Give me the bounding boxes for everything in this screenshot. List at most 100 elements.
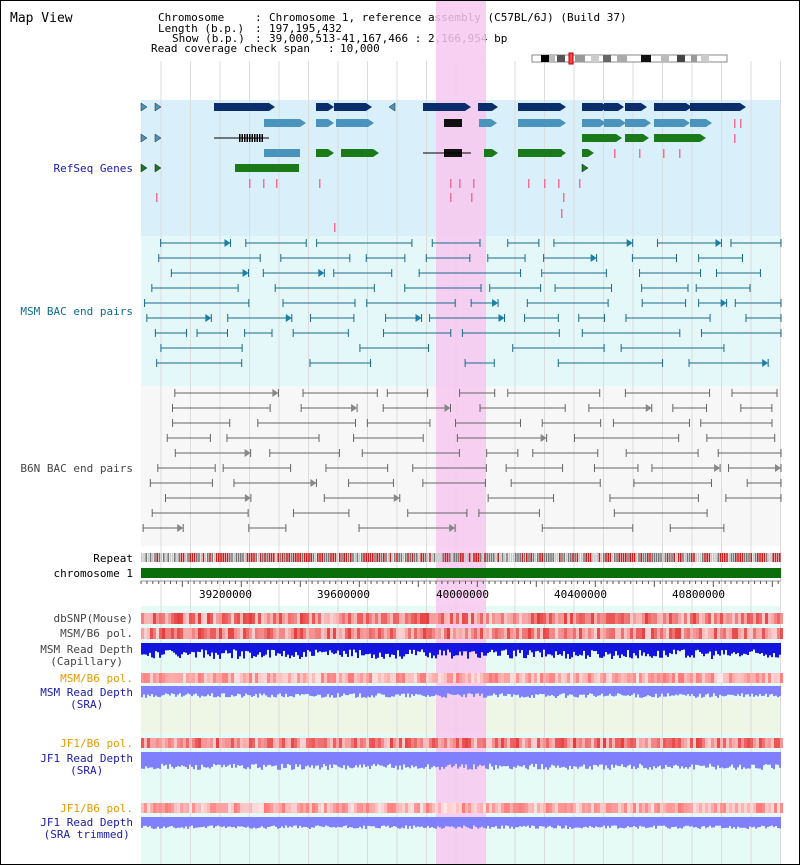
polymorphism-cell xyxy=(309,613,312,624)
repeat-mark xyxy=(636,553,638,562)
repeat-mark xyxy=(622,553,625,562)
depth-bar xyxy=(609,817,611,828)
depth-bar xyxy=(697,817,699,829)
polymorphism-cell xyxy=(231,673,234,683)
repeat-mark xyxy=(321,553,323,562)
depth-bar xyxy=(621,643,623,655)
polymorphism-cell xyxy=(387,613,390,624)
depth-bar xyxy=(589,817,591,827)
polymorphism-cell xyxy=(312,738,315,748)
polymorphism-cell xyxy=(660,628,663,639)
msm-bac-label[interactable]: MSM BAC end pairs xyxy=(20,305,133,318)
depth-bar xyxy=(411,686,413,695)
depth-bar xyxy=(735,752,737,770)
depth-bar xyxy=(701,686,703,698)
polymorphism-cell xyxy=(735,673,738,683)
polymorphism-cell xyxy=(168,613,171,624)
repeat-mark xyxy=(691,553,693,562)
polymorphism-cell xyxy=(408,738,411,748)
depth-bar xyxy=(163,643,165,655)
polymorphism-cell xyxy=(174,613,177,624)
polymorphism-cell xyxy=(558,628,561,639)
depth-bar xyxy=(267,643,269,650)
polymorphism-cell xyxy=(141,613,144,624)
repeat-mark xyxy=(537,553,539,562)
polymorphism-cell xyxy=(192,803,195,813)
gene-arrow xyxy=(269,103,275,111)
repeat-mark xyxy=(477,553,480,562)
repeat-mark xyxy=(592,553,594,562)
length-key: Length (b.p.) xyxy=(158,22,245,35)
depth-bar xyxy=(171,643,173,652)
repeat-mark xyxy=(367,553,370,562)
snp-mark xyxy=(734,134,736,143)
depth-bar xyxy=(405,686,407,698)
depth-bar xyxy=(575,817,577,828)
polymorphism-cell xyxy=(771,628,774,639)
polymorphism-cell xyxy=(597,803,600,813)
depth-bar xyxy=(403,686,405,694)
polymorphism-cell xyxy=(345,738,348,748)
depth-bar xyxy=(265,752,267,767)
depth-bar xyxy=(525,643,527,659)
polymorphism-cell xyxy=(201,628,204,639)
polymorphism-cell xyxy=(693,613,696,624)
refseq-genes-label[interactable]: RefSeq Genes xyxy=(53,162,133,175)
polymorphism-cell xyxy=(456,738,459,748)
polymorphism-cell xyxy=(606,628,609,639)
depth-bar xyxy=(247,817,249,827)
depth-bar xyxy=(311,752,313,766)
depth-bar xyxy=(457,752,459,769)
depth-bar xyxy=(283,817,285,829)
depth-bar xyxy=(473,752,475,765)
depth-bar xyxy=(147,686,149,695)
bac-arrow xyxy=(285,314,292,322)
depth-bar xyxy=(281,817,283,827)
depth-bar xyxy=(629,817,631,828)
repeat-mark xyxy=(638,553,640,562)
polymorphism-cell xyxy=(513,628,516,639)
ideogram-band xyxy=(557,55,565,62)
polymorphism-cell xyxy=(252,738,255,748)
depth-bar xyxy=(595,817,597,827)
polymorphism-cell xyxy=(279,613,282,624)
polymorphism-cell xyxy=(501,803,504,813)
depth-bar xyxy=(779,686,781,697)
polymorphism-cell xyxy=(456,613,459,624)
polymorphism-cell xyxy=(684,738,687,748)
repeat-mark xyxy=(343,553,345,562)
polymorphism-cell xyxy=(702,673,705,683)
depth-bar xyxy=(701,752,703,766)
polymorphism-cell xyxy=(465,628,468,639)
b6n-bac-label[interactable]: B6N BAC end pairs xyxy=(20,462,133,475)
repeat-mark xyxy=(735,553,737,562)
polymorphism-cell xyxy=(711,738,714,748)
depth-bar xyxy=(209,686,211,696)
polymorphism-cell xyxy=(621,803,624,813)
depth-bar xyxy=(559,686,561,695)
depth-bar xyxy=(415,643,417,656)
depth-bar xyxy=(727,643,729,656)
repeat-mark xyxy=(677,553,680,562)
polymorphism-cell xyxy=(714,613,717,624)
depth-bar xyxy=(653,752,655,767)
depth-bar xyxy=(141,686,143,698)
depth-bar xyxy=(595,686,597,697)
depth-bar xyxy=(411,817,413,829)
depth-bar xyxy=(191,817,193,826)
ideogram-band xyxy=(661,55,669,62)
depth-bar xyxy=(245,752,247,770)
depth-bar xyxy=(683,817,685,827)
polymorphism-cell xyxy=(729,628,732,639)
depth-bar xyxy=(323,686,325,698)
repeat-mark xyxy=(262,553,264,562)
depth-bar xyxy=(619,686,621,694)
depth-bar xyxy=(327,686,329,695)
repeat-mark xyxy=(273,553,275,562)
polymorphism-cell xyxy=(606,803,609,813)
polymorphism-cell xyxy=(762,613,765,624)
polymorphism-cell xyxy=(765,628,768,639)
depth-bar xyxy=(637,643,639,659)
depth-bar xyxy=(295,817,297,826)
